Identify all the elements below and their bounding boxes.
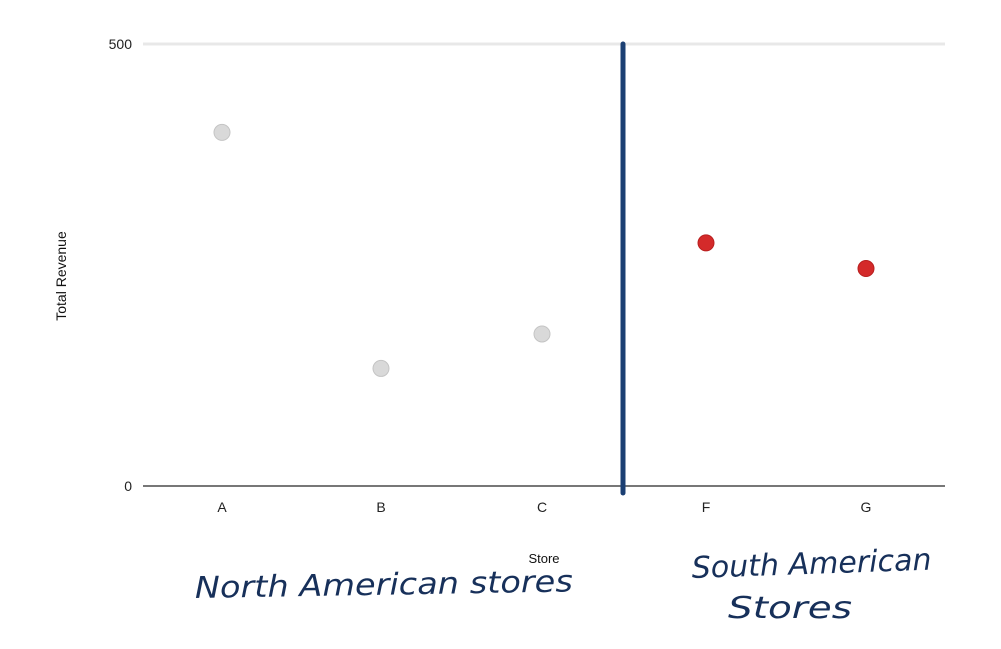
data-point-C	[533, 325, 551, 343]
south-american-annotation-line1: South American	[691, 543, 932, 586]
y-tick-labels: 0 500	[109, 36, 133, 494]
y-axis-title: Total Revenue	[53, 231, 69, 321]
x-tick-label-F: F	[702, 499, 711, 515]
data-point-G	[857, 260, 875, 278]
data-point-B	[372, 359, 390, 377]
south-american-annotation-line2: Stores	[728, 591, 852, 626]
y-tick-label-0: 0	[124, 478, 132, 494]
y-tick-label-500: 500	[109, 36, 133, 52]
x-tick-label-A: A	[217, 499, 227, 515]
x-tick-label-B: B	[376, 499, 385, 515]
x-axis-title: Store	[528, 551, 559, 566]
x-tick-label-G: G	[861, 499, 872, 515]
data-point-A	[213, 123, 231, 141]
data-points	[213, 123, 875, 377]
data-point-F	[697, 234, 715, 252]
grid-layer	[143, 42, 945, 487]
x-tick-label-C: C	[537, 499, 547, 515]
north-american-annotation: North American stores	[195, 564, 574, 606]
